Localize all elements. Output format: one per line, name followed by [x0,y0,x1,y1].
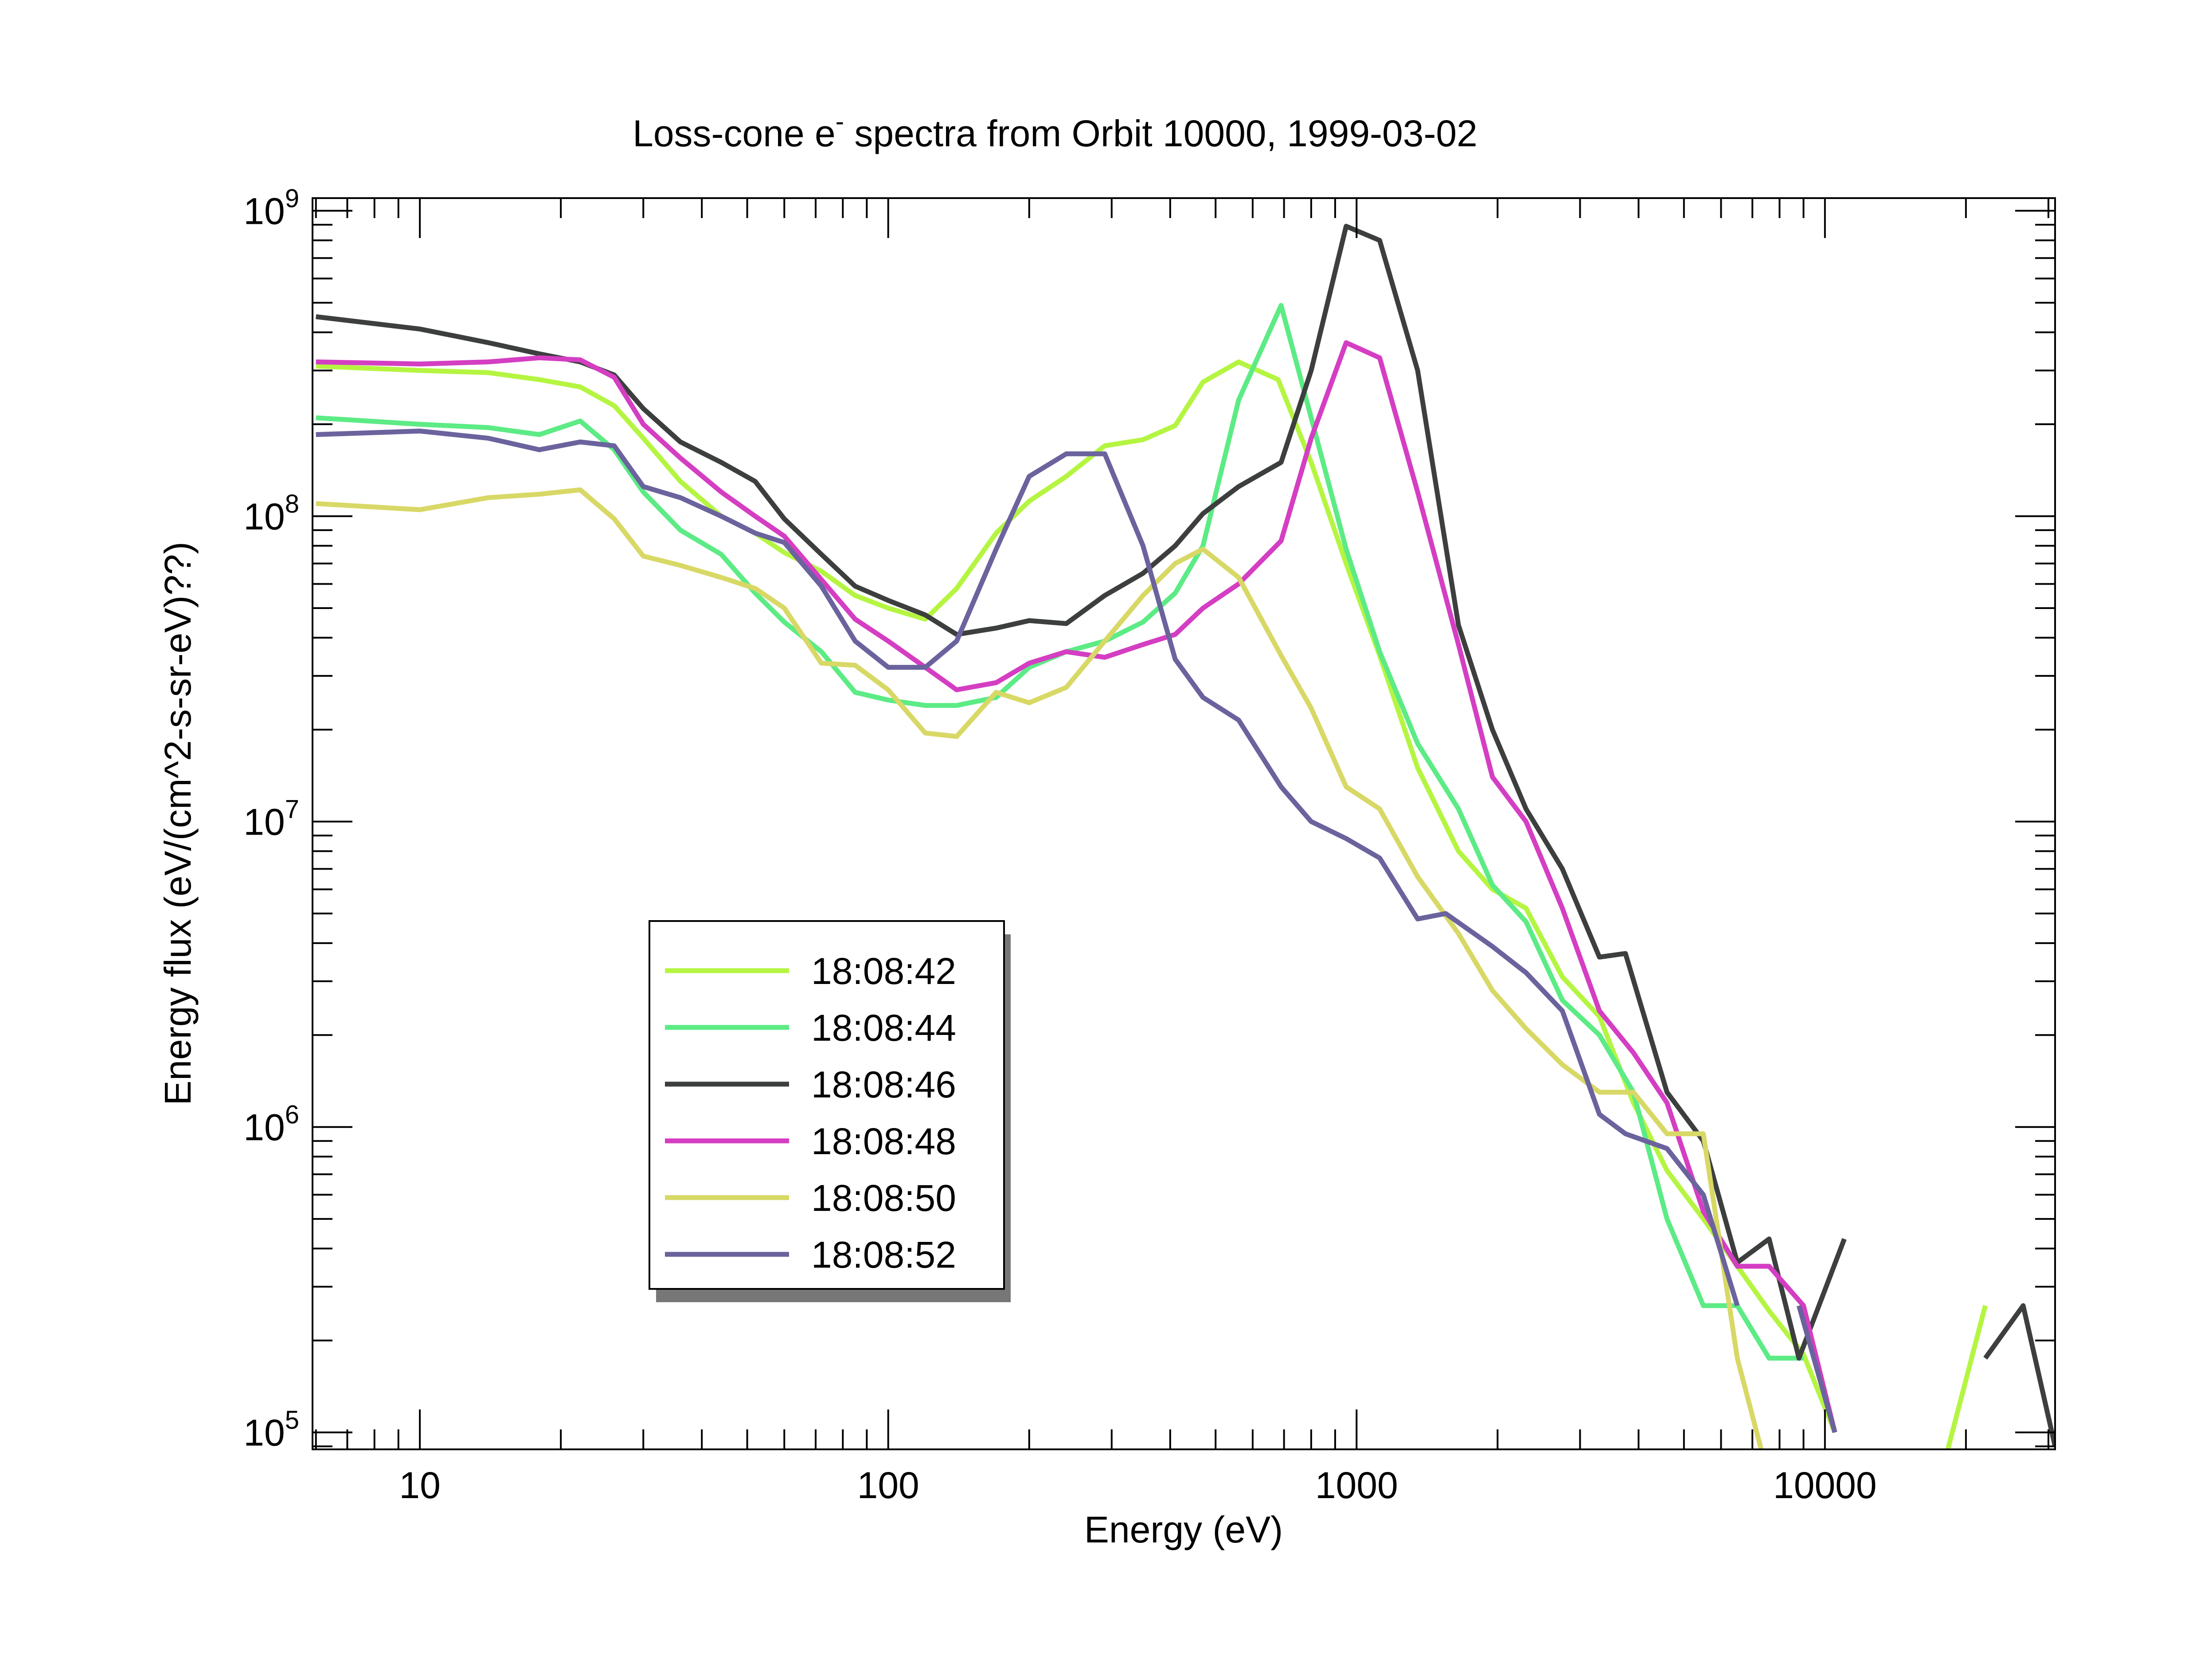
legend-label: 18:08:46 [811,1064,956,1105]
y-tick-label: 105 [243,1406,299,1454]
chart-title: Loss-cone e- spectra from Orbit 10000, 1… [633,107,1477,154]
legend-item: 18:08:52 [665,1234,956,1276]
legend-label: 18:08:44 [811,1007,956,1049]
y-tick-label: 106 [243,1101,299,1148]
legend-item: 18:08:50 [665,1177,956,1219]
series-line-18-08-44 [316,303,1804,1361]
y-tick-label: 109 [243,184,299,232]
series-line-18-08-46 [316,223,1847,1361]
legend-label: 18:08:52 [811,1234,956,1276]
series-line-18-08-46-part-2 [1983,1303,2055,1447]
legend-label: 18:08:50 [811,1177,956,1219]
legend-item: 18:08:46 [665,1064,956,1105]
series-line-18-08-42-part-2 [1945,1305,1988,1449]
x-tick-label: 10 [399,1464,440,1506]
legend: 18:08:42 18:08:44 18:08:46 18:08:48 18:08:50… [649,920,1011,1302]
series-line-18-08-50 [316,487,1764,1449]
y-axis-label: Energy flux (eV/(cm^2-s-sr-eV)??) [157,542,199,1105]
legend-box [649,920,1005,1290]
series-line-18-08-48 [316,340,1837,1433]
chart-title-superscript: - [836,107,844,136]
y-tick-label: 108 [243,490,299,538]
chart-title-rest: spectra from Orbit 10000, 1999-03-02 [844,113,1477,154]
tick-label-layer: 10 100 1000 10000 105 106 107 108 109 [243,184,1876,1506]
legend-label: 18:08:42 [811,950,956,992]
legend-item: 18:08:44 [665,1007,956,1049]
x-axis-label: Energy (eV) [1084,1509,1283,1550]
legend-label: 18:08:48 [811,1120,956,1162]
series-line-18-08-52 [316,429,1740,1307]
series-line-18-08-52-part-2 [1796,1305,1837,1433]
y-tick-label: 107 [243,795,299,843]
series-line-18-08-42 [316,359,1837,1433]
x-tick-label: 10000 [1773,1464,1877,1506]
x-tick-label: 1000 [1315,1464,1398,1506]
legend-item: 18:08:48 [665,1120,956,1162]
plot-frame [312,197,2056,1450]
chart-title-main: Loss-cone e [633,113,836,154]
legend-item: 18:08:42 [665,950,956,992]
series-layer [316,223,2055,1449]
x-tick-label: 100 [857,1464,919,1506]
tick-layer [313,198,2055,1449]
